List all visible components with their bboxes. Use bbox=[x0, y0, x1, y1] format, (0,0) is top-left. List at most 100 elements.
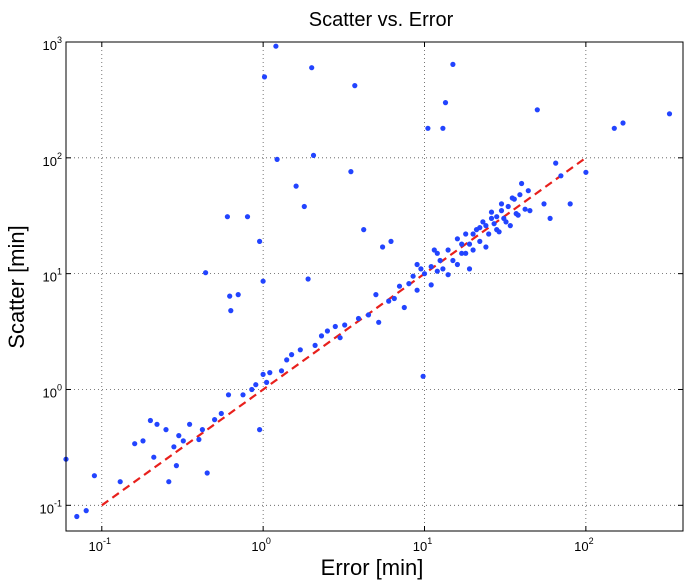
data-point bbox=[203, 270, 209, 276]
data-point bbox=[171, 444, 177, 450]
data-point bbox=[380, 244, 386, 250]
data-point bbox=[386, 298, 392, 304]
data-point bbox=[437, 257, 443, 264]
data-point bbox=[511, 196, 517, 202]
data-point bbox=[567, 201, 573, 207]
data-point bbox=[440, 266, 446, 272]
reference-line bbox=[101, 156, 587, 507]
data-point bbox=[249, 386, 255, 393]
data-point bbox=[257, 427, 263, 433]
data-point bbox=[365, 312, 372, 318]
data-point bbox=[558, 173, 564, 179]
data-point bbox=[401, 304, 407, 311]
data-point bbox=[470, 247, 476, 253]
data-point bbox=[140, 438, 146, 444]
x-tick-exponent: 0 bbox=[266, 536, 271, 546]
plot-frame bbox=[65, 41, 684, 532]
data-point bbox=[261, 74, 268, 80]
data-point bbox=[253, 382, 259, 388]
data-point bbox=[180, 438, 186, 444]
data-point bbox=[459, 241, 465, 247]
data-point bbox=[361, 227, 367, 233]
data-point bbox=[459, 250, 465, 256]
data-point bbox=[421, 271, 428, 277]
data-point bbox=[463, 231, 469, 237]
data-point bbox=[491, 221, 497, 227]
data-point bbox=[278, 368, 285, 374]
data-point bbox=[501, 215, 507, 221]
data-point bbox=[450, 257, 456, 264]
data-point bbox=[117, 479, 123, 485]
data-point bbox=[352, 83, 358, 89]
y-tick-label: 102 bbox=[43, 151, 62, 169]
grid-lines bbox=[66, 41, 683, 531]
data-point bbox=[305, 276, 311, 282]
data-point bbox=[267, 370, 273, 376]
x-tick-exponent: 1 bbox=[427, 536, 432, 546]
data-point bbox=[297, 347, 303, 353]
data-point bbox=[466, 266, 473, 272]
y-tick-label: 103 bbox=[43, 35, 62, 53]
chart-title: Scatter vs. Error bbox=[309, 9, 454, 31]
data-point bbox=[494, 214, 500, 220]
data-point bbox=[235, 292, 241, 298]
data-point bbox=[450, 61, 456, 67]
data-point bbox=[414, 287, 420, 293]
data-point bbox=[301, 203, 307, 210]
data-point bbox=[505, 203, 511, 210]
y-tick-exponent: 2 bbox=[57, 151, 62, 161]
data-point bbox=[425, 125, 431, 131]
data-point bbox=[293, 183, 299, 189]
y-tick-exponent: 0 bbox=[57, 382, 62, 392]
data-point bbox=[428, 264, 434, 270]
data-point bbox=[483, 223, 489, 229]
data-point bbox=[391, 295, 397, 302]
data-point bbox=[498, 201, 505, 207]
y-tick-label: 101 bbox=[43, 267, 62, 285]
data-point bbox=[310, 152, 317, 158]
y-tick-base: 10 bbox=[43, 270, 57, 285]
data-point bbox=[240, 392, 246, 398]
data-point bbox=[445, 272, 451, 278]
data-point bbox=[418, 266, 424, 272]
data-point bbox=[224, 214, 230, 220]
data-point bbox=[147, 417, 153, 424]
data-point bbox=[507, 223, 513, 229]
data-point bbox=[463, 250, 469, 256]
x-tick-exponent: -1 bbox=[103, 536, 111, 546]
data-point bbox=[488, 209, 495, 215]
data-point bbox=[440, 125, 446, 131]
x-tick-exponent: 2 bbox=[589, 536, 594, 546]
data-point bbox=[666, 111, 673, 117]
data-point bbox=[176, 433, 182, 439]
x-tick-base: 10 bbox=[251, 539, 265, 554]
data-point bbox=[553, 160, 559, 166]
data-point bbox=[204, 470, 210, 476]
x-tick-base: 10 bbox=[413, 539, 427, 554]
data-point bbox=[342, 322, 348, 328]
data-point bbox=[312, 342, 318, 348]
data-point bbox=[196, 436, 202, 443]
data-point bbox=[488, 215, 495, 221]
x-tick-label: 102 bbox=[574, 536, 593, 554]
data-point bbox=[480, 219, 486, 225]
y-tick-exponent: -1 bbox=[54, 498, 62, 508]
x-axis-label: Error [min] bbox=[321, 555, 424, 580]
data-point bbox=[547, 215, 553, 221]
data-point bbox=[428, 282, 434, 288]
data-point bbox=[477, 238, 483, 244]
data-point bbox=[289, 352, 295, 358]
y-tick-exponent: 3 bbox=[57, 35, 62, 45]
data-point bbox=[348, 169, 354, 175]
reference-line-layer bbox=[101, 156, 587, 507]
data-point bbox=[496, 229, 502, 235]
data-point bbox=[166, 479, 172, 485]
data-point bbox=[434, 250, 440, 256]
x-axis-ticks: 10-1 100 101 102 bbox=[89, 42, 594, 554]
data-point bbox=[583, 169, 589, 175]
data-point bbox=[541, 201, 547, 207]
data-point bbox=[513, 211, 519, 217]
data-point bbox=[414, 261, 420, 268]
